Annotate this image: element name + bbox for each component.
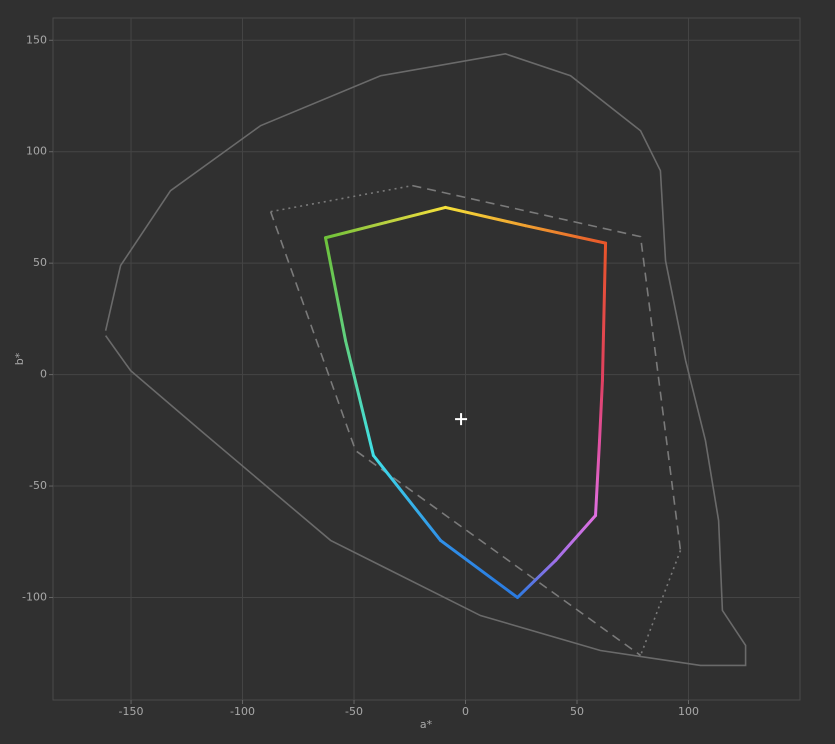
gamut-segment (594, 439, 602, 517)
center-marker (455, 413, 468, 426)
gamut-segment (598, 379, 604, 443)
gamut-outline (104, 53, 747, 667)
y-tick-label: 100 (26, 145, 47, 158)
x-tick-label: -150 (119, 705, 144, 718)
gamut-segment (600, 241, 608, 383)
gamut-outline (269, 184, 682, 657)
y-tick-label: 0 (40, 368, 47, 381)
x-tick-label: -100 (230, 705, 255, 718)
gamut-segment (554, 513, 598, 562)
gamut-segment (439, 538, 519, 599)
gamut-segment (524, 224, 608, 245)
y-tick-label: -100 (22, 590, 47, 603)
plot-frame (52, 17, 801, 701)
x-axis-label: a* (420, 718, 433, 731)
y-tick-label: 50 (33, 256, 47, 269)
gamut-segment (443, 205, 528, 228)
x-tick-label: 100 (678, 705, 699, 718)
gamut-segment (323, 236, 348, 343)
x-tick-label: -50 (345, 705, 363, 718)
y-tick-label: -50 (29, 479, 47, 492)
x-tick-label: 50 (570, 705, 584, 718)
gamut-segment (515, 558, 558, 599)
gamut-outline (270, 184, 682, 656)
gamut-segment (323, 221, 387, 240)
gamut-segment (383, 205, 447, 225)
y-tick-label: 150 (26, 33, 47, 46)
gamut-segment (344, 339, 375, 458)
gamut-segment (371, 454, 443, 542)
x-tick-label: 0 (462, 705, 469, 718)
y-axis-label: b* (13, 352, 26, 365)
